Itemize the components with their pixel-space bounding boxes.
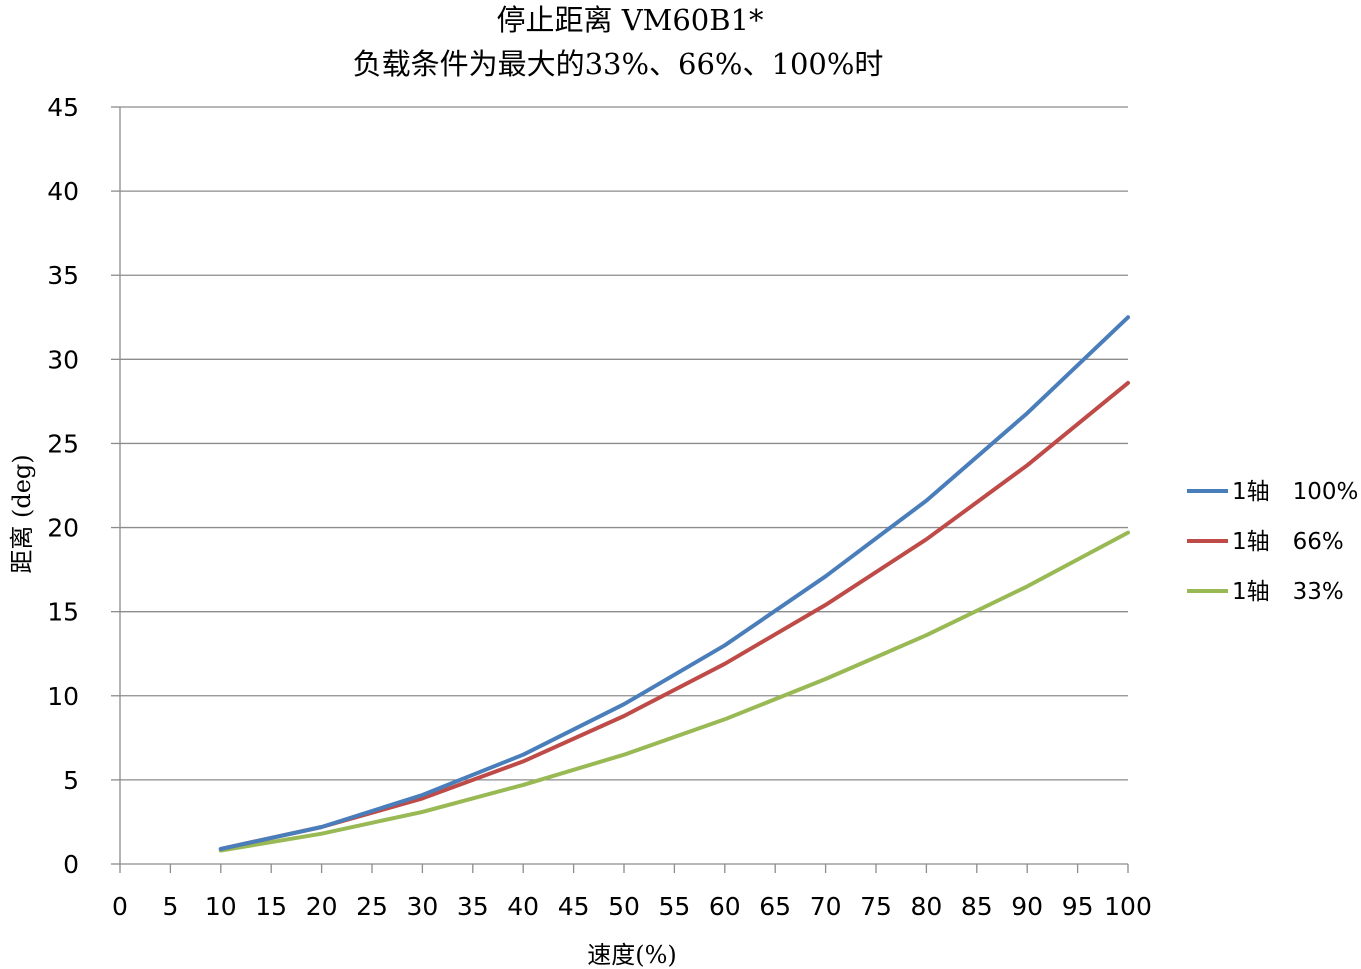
y-tick-label: 30: [47, 345, 79, 374]
y-tick-label: 40: [47, 177, 79, 206]
x-tick-label: 35: [457, 892, 489, 921]
chart-title-line-1: 停止距离 VM60B1*: [496, 3, 764, 37]
series-line: [218, 315, 1130, 851]
series-line: [218, 380, 1130, 851]
series-line: [218, 530, 1130, 853]
x-tick-label: 80: [910, 892, 942, 921]
x-tick-label: 65: [759, 892, 791, 921]
axes: [111, 106, 1129, 873]
legend-label: 1轴 33%: [1232, 579, 1344, 605]
tick-labels: 0 5 10 15 20 25 30 35 40 45 0 5 10 15 20 25 30 35 40 45 50 55…: [47, 93, 1152, 921]
chart-title-line-2: 负载条件为最大的33%、66%、100%时: [353, 47, 884, 81]
x-tick-label: 40: [507, 892, 539, 921]
x-tick-label: 90: [1011, 892, 1043, 921]
y-tick-label: 15: [47, 598, 79, 627]
x-tick-label: 10: [205, 892, 237, 921]
y-tick-label: 10: [47, 682, 79, 711]
legend-label: 1轴 100%: [1232, 479, 1358, 505]
x-tick-label: 75: [860, 892, 892, 921]
x-tick-label: 100: [1104, 892, 1152, 921]
y-tick-label: 45: [47, 93, 79, 122]
y-tick-label: 20: [47, 514, 79, 543]
x-tick-label: 25: [356, 892, 388, 921]
y-tick-label: 35: [47, 261, 79, 290]
x-tick-label: 30: [406, 892, 438, 921]
x-tick-label: 5: [162, 892, 178, 921]
x-tick-label: 20: [306, 892, 338, 921]
x-tick-label: 50: [608, 892, 640, 921]
y-tick-label: 5: [63, 766, 79, 795]
legend-label: 1轴 66%: [1232, 529, 1344, 555]
x-axis-title: 速度(%): [587, 941, 677, 969]
plot-area: [218, 315, 1130, 853]
x-tick-label: 45: [558, 892, 590, 921]
legend: 1轴 100% 1轴 66% 1轴 33%: [1187, 479, 1358, 605]
y-axis-title: 距离 (deg): [8, 454, 36, 573]
x-tick-label: 60: [709, 892, 741, 921]
x-tick-label: 15: [255, 892, 287, 921]
y-tick-label: 0: [63, 850, 79, 879]
gridlines: [120, 106, 1128, 781]
x-tick-label: 95: [1062, 892, 1094, 921]
x-tick-label: 0: [112, 892, 128, 921]
y-tick-label: 25: [47, 429, 79, 458]
x-tick-label: 85: [961, 892, 993, 921]
x-tick-label: 70: [810, 892, 842, 921]
x-tick-label: 55: [658, 892, 690, 921]
